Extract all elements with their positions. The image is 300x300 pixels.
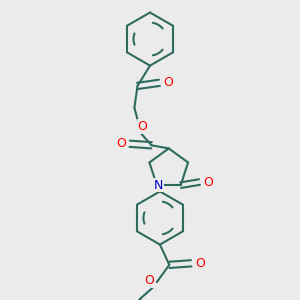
Text: O: O: [203, 176, 213, 189]
Text: N: N: [154, 179, 163, 192]
Text: O: O: [163, 76, 173, 89]
Text: O: O: [195, 257, 205, 270]
Text: O: O: [116, 137, 126, 150]
Text: O: O: [137, 120, 147, 133]
Text: O: O: [144, 274, 154, 287]
